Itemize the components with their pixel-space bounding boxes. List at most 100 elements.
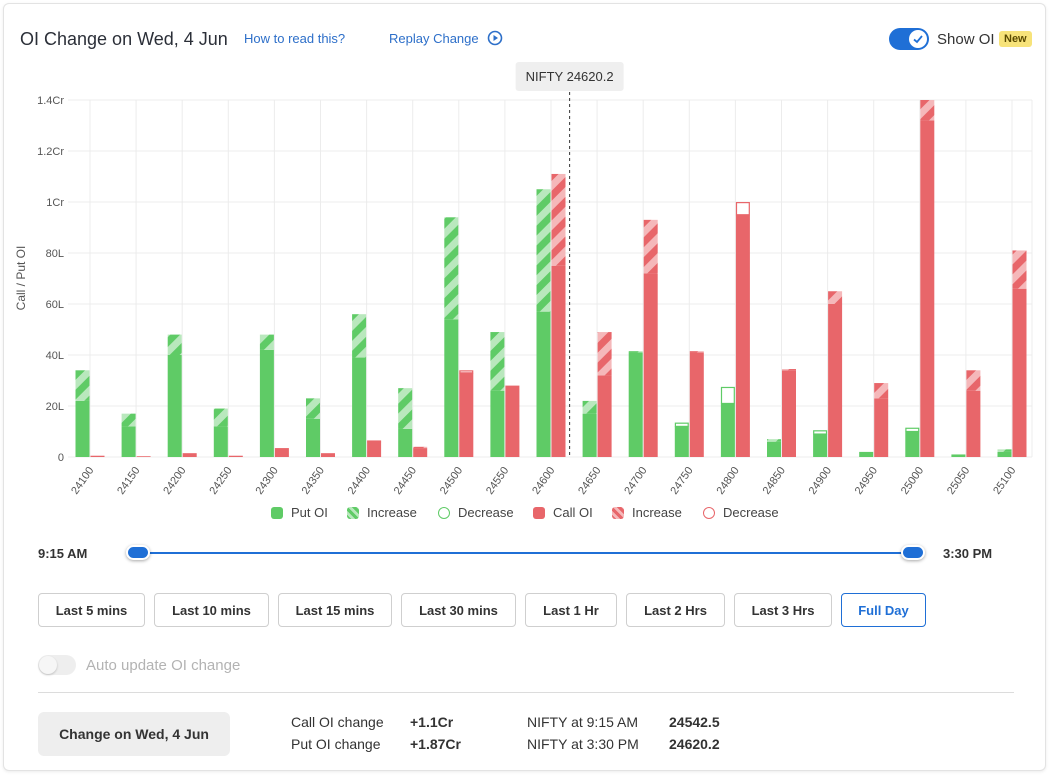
put-oi-bar: [259, 349, 274, 457]
call-oi-bar: [874, 398, 889, 457]
new-badge: New: [999, 31, 1032, 47]
x-tick-label: 24750: [668, 465, 695, 497]
call-oi-bar: [551, 265, 566, 457]
auto-update-label: Auto update OI change: [86, 657, 241, 674]
x-tick-label: 24350: [300, 465, 327, 497]
x-tick-label: 24900: [807, 465, 834, 497]
show-oi-toggle[interactable]: [889, 28, 929, 50]
call-oi-bar: [321, 453, 335, 457]
call-decrease-swatch: [703, 506, 715, 519]
call-oi-increase-segment: [782, 369, 796, 371]
x-tick-label: 24850: [761, 465, 788, 497]
call-oi-decrease-segment: [367, 440, 382, 443]
x-tick-label: 24450: [392, 465, 419, 497]
how-to-read-link[interactable]: How to read this?: [244, 31, 346, 46]
y-axis-label: Call / Put OI: [14, 246, 28, 311]
put-oi-bar: [167, 355, 182, 457]
call-oi-increase-segment: [966, 370, 981, 391]
call-oi-swatch: [533, 506, 545, 519]
change-date-button[interactable]: Change on Wed, 4 Jun: [38, 712, 230, 756]
y-tick-label: 40L: [46, 350, 64, 362]
x-tick-label: 24150: [115, 465, 142, 497]
put-oi-increase-segment: [582, 400, 597, 414]
slider-start-handle[interactable]: [126, 545, 150, 560]
put-oi-change-label: Put OI change: [291, 736, 381, 752]
auto-update-toggle[interactable]: [38, 655, 76, 675]
last-15-mins-button[interactable]: Last 15 mins: [278, 593, 392, 627]
x-tick-label: 24200: [161, 465, 188, 497]
x-tick-label: 24300: [253, 465, 280, 497]
put-oi-bar: [306, 418, 320, 457]
legend-put-decrease-label: Decrease: [458, 505, 514, 520]
call-oi-decrease-segment: [459, 370, 474, 374]
put-oi-bar: [813, 434, 828, 457]
put-oi-increase-segment: [121, 413, 136, 427]
nifty-open-value: 24542.5: [669, 714, 720, 730]
x-tick-label: 25050: [945, 465, 972, 497]
put-oi-bar: [859, 451, 874, 457]
call-oi-increase-segment: [413, 446, 428, 449]
x-tick-label: 24800: [714, 465, 741, 497]
x-tick-label: 24500: [438, 465, 465, 497]
nifty-close-label: NIFTY at 3:30 PM: [527, 736, 639, 752]
legend-call-decrease-label: Decrease: [723, 505, 779, 520]
last-5-mins-button[interactable]: Last 5 mins: [38, 593, 145, 627]
call-oi-increase-segment: [920, 100, 935, 121]
call-oi-bar: [920, 120, 935, 458]
put-oi-increase-segment: [628, 351, 643, 353]
put-oi-bar: [75, 400, 90, 457]
call-oi-increase-segment: [1012, 250, 1027, 289]
put-oi-increase-segment: [75, 370, 90, 401]
call-oi-bar: [367, 441, 382, 457]
put-oi-bar: [582, 413, 597, 457]
call-oi-bar: [782, 370, 796, 457]
x-tick-label: 25100: [991, 465, 1018, 497]
put-oi-bar: [213, 426, 228, 457]
put-oi-bar: [352, 357, 367, 457]
last-2-hrs-button[interactable]: Last 2 Hrs: [626, 593, 725, 627]
put-oi-bar: [997, 451, 1012, 457]
put-oi-increase-segment: [997, 449, 1012, 452]
y-axis-ticks: 0 20L 40L 60L 80L 1Cr 1.2Cr 1.4Cr: [37, 95, 64, 464]
last-30-mins-button[interactable]: Last 30 mins: [401, 593, 516, 627]
call-oi-bar: [182, 453, 197, 457]
y-tick-label: 1.4Cr: [37, 95, 64, 107]
put-oi-decrease-segment: [905, 427, 920, 433]
last-1-hr-button[interactable]: Last 1 Hr: [525, 593, 617, 627]
call-oi-bar: [228, 455, 243, 457]
call-oi-change-label: Call OI change: [291, 714, 384, 730]
last-3-hrs-button[interactable]: Last 3 Hrs: [734, 593, 832, 627]
put-oi-increase-segment: [444, 217, 459, 320]
last-10-mins-button[interactable]: Last 10 mins: [154, 593, 269, 627]
toggle-knob: [39, 656, 57, 674]
put-oi-swatch: [271, 506, 283, 519]
put-oi-increase-segment: [306, 398, 320, 419]
time-slider-track[interactable]: [138, 552, 913, 554]
put-oi-bar: [398, 428, 413, 457]
x-tick-label: 24700: [622, 465, 649, 497]
y-tick-label: 1Cr: [46, 197, 64, 209]
chart-bars: [75, 100, 1027, 458]
toggle-knob: [909, 30, 927, 48]
play-circle-icon[interactable]: [487, 30, 503, 46]
page-title: OI Change on Wed, 4 Jun: [20, 29, 228, 49]
x-tick-label: 24100: [69, 465, 96, 497]
legend-call-oi: Call OI: [533, 505, 593, 520]
full-day-button[interactable]: Full Day: [841, 593, 926, 627]
put-oi-increase-segment: [536, 189, 551, 312]
put-oi-change-value: +1.87Cr: [410, 736, 461, 752]
call-oi-increase-segment: [551, 173, 566, 266]
call-oi-bar: [643, 273, 658, 457]
legend-put-oi-label: Put OI: [291, 505, 328, 520]
legend-call-increase: Increase: [612, 505, 682, 520]
call-oi-bar: [689, 352, 704, 457]
slider-end-handle[interactable]: [901, 545, 925, 560]
y-tick-label: 80L: [46, 248, 64, 260]
put-oi-bar: [720, 403, 735, 457]
call-oi-increase-segment: [597, 332, 612, 376]
call-increase-swatch: [612, 506, 624, 519]
nifty-close-value: 24620.2: [669, 736, 720, 752]
replay-change-link[interactable]: Replay Change: [389, 31, 479, 46]
put-oi-increase-segment: [167, 334, 182, 355]
call-oi-bar: [597, 375, 612, 457]
